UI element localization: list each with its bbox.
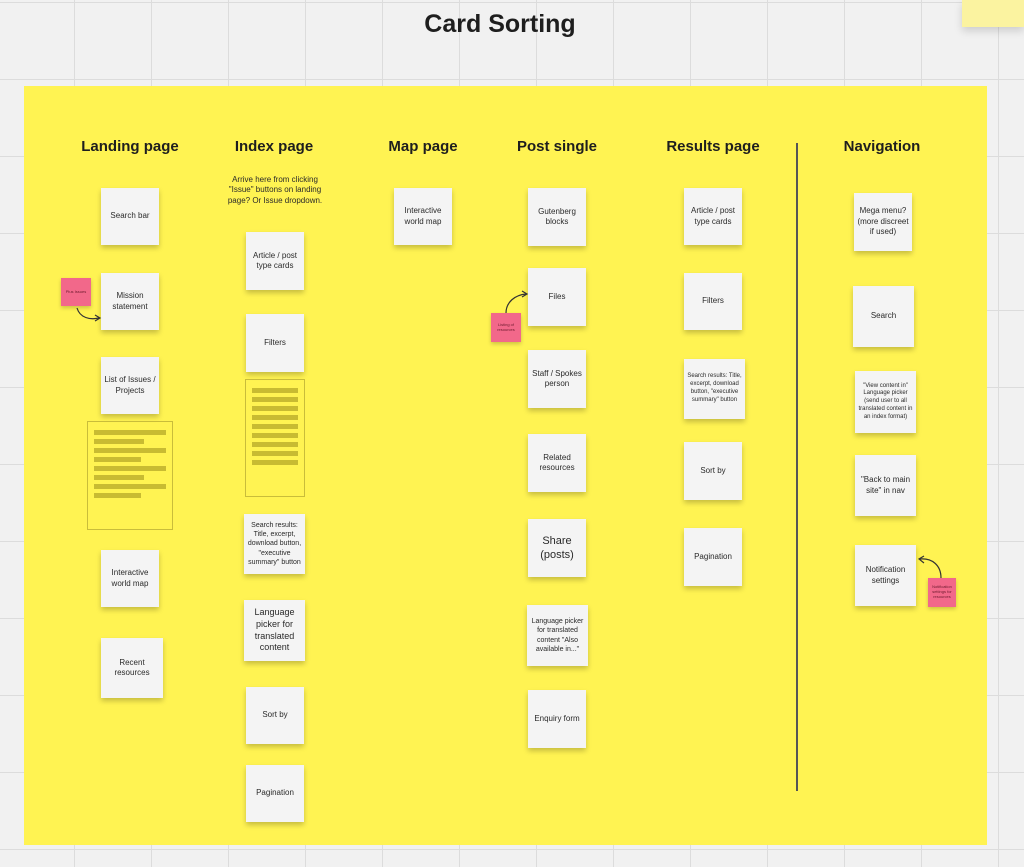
placeholder-line [252,451,298,456]
placeholder-line [94,448,166,453]
sticky-note[interactable]: Filters [684,273,742,330]
sticky-note[interactable]: Interactive world map [394,188,452,245]
placeholder-line [252,415,298,420]
placeholder-line [252,442,298,447]
corner-sticky-note[interactable] [962,0,1024,27]
sticky-note[interactable]: Share (posts) [528,519,586,577]
card-sorting-board[interactable] [24,86,987,845]
sticky-note[interactable]: Pagination [684,528,742,586]
sticky-note[interactable]: Notification settings [855,545,916,606]
pink-sticky-note[interactable]: Notification settings for resources [928,578,956,607]
pink-sticky-note[interactable]: Listing of resources [491,313,521,342]
arrow-head [94,314,102,322]
placeholder-line [94,439,145,444]
sticky-note[interactable]: Search results: Title, excerpt, download… [244,514,305,574]
placeholder-line [252,460,298,465]
placeholder-line [94,484,166,489]
placeholder-line [252,388,298,393]
placeholder-line [94,493,141,498]
sticky-note[interactable]: Related resources [528,434,586,492]
arrow-head [521,290,529,298]
sticky-note[interactable]: "Back to main site" in nav [855,455,916,516]
sticky-note[interactable]: Sort by [684,442,742,500]
text-block-placeholder[interactable] [87,421,173,530]
sticky-note[interactable]: Article / post type cards [684,188,742,245]
placeholder-line [252,433,298,438]
pink-sticky-note[interactable]: Plus Issues [61,278,91,306]
sticky-note[interactable]: "View content in" Language picker (send … [855,371,916,433]
sticky-note[interactable]: Search [853,286,914,347]
placeholder-line [252,397,298,402]
sticky-note[interactable]: Gutenberg blocks [528,188,586,246]
sticky-note[interactable]: Pagination [246,765,304,822]
sticky-note[interactable]: Filters [246,314,304,372]
column-divider [796,143,798,791]
arrow-head [917,555,925,564]
column-title-navigation[interactable]: Navigation [843,138,921,155]
sticky-note[interactable]: Staff / Spokes person [528,350,586,408]
sticky-note[interactable]: Search results: Title, excerpt, download… [684,359,745,419]
placeholder-line [94,430,166,435]
sticky-note[interactable]: Mission statement [101,273,159,330]
placeholder-line [94,466,166,471]
sticky-note[interactable]: Language picker for translated content [244,600,305,661]
arrow-connector [919,558,942,579]
text-block-placeholder[interactable] [245,379,305,497]
placeholder-line [94,475,145,480]
sticky-note[interactable]: Sort by [246,687,304,744]
placeholder-line [94,457,141,462]
annotation-text[interactable]: Arrive here from clicking "Issue" button… [227,175,323,205]
sticky-note[interactable]: Search bar [101,188,159,245]
sticky-note[interactable]: Files [528,268,586,326]
sticky-note[interactable]: Article / post type cards [246,232,304,290]
sticky-note[interactable]: List of Issues / Projects [101,357,159,414]
column-title-index[interactable]: Index page [234,138,314,155]
column-title-results[interactable]: Results page [666,138,760,155]
column-title-map[interactable]: Map page [388,138,458,155]
column-title-landing[interactable]: Landing page [81,138,179,155]
sticky-note[interactable]: Interactive world map [101,550,159,607]
arrow-connector [505,293,527,314]
sticky-note[interactable]: Enquiry form [528,690,586,748]
sticky-note[interactable]: Language picker for translated content "… [527,605,588,666]
placeholder-line [252,406,298,411]
sticky-note[interactable]: Mega menu? (more discreet if used) [854,193,912,251]
board-title: Card Sorting [424,10,576,38]
sticky-note[interactable]: Recent resources [101,638,163,698]
column-title-post[interactable]: Post single [516,138,598,155]
placeholder-line [252,424,298,429]
arrow-connector [76,307,100,320]
